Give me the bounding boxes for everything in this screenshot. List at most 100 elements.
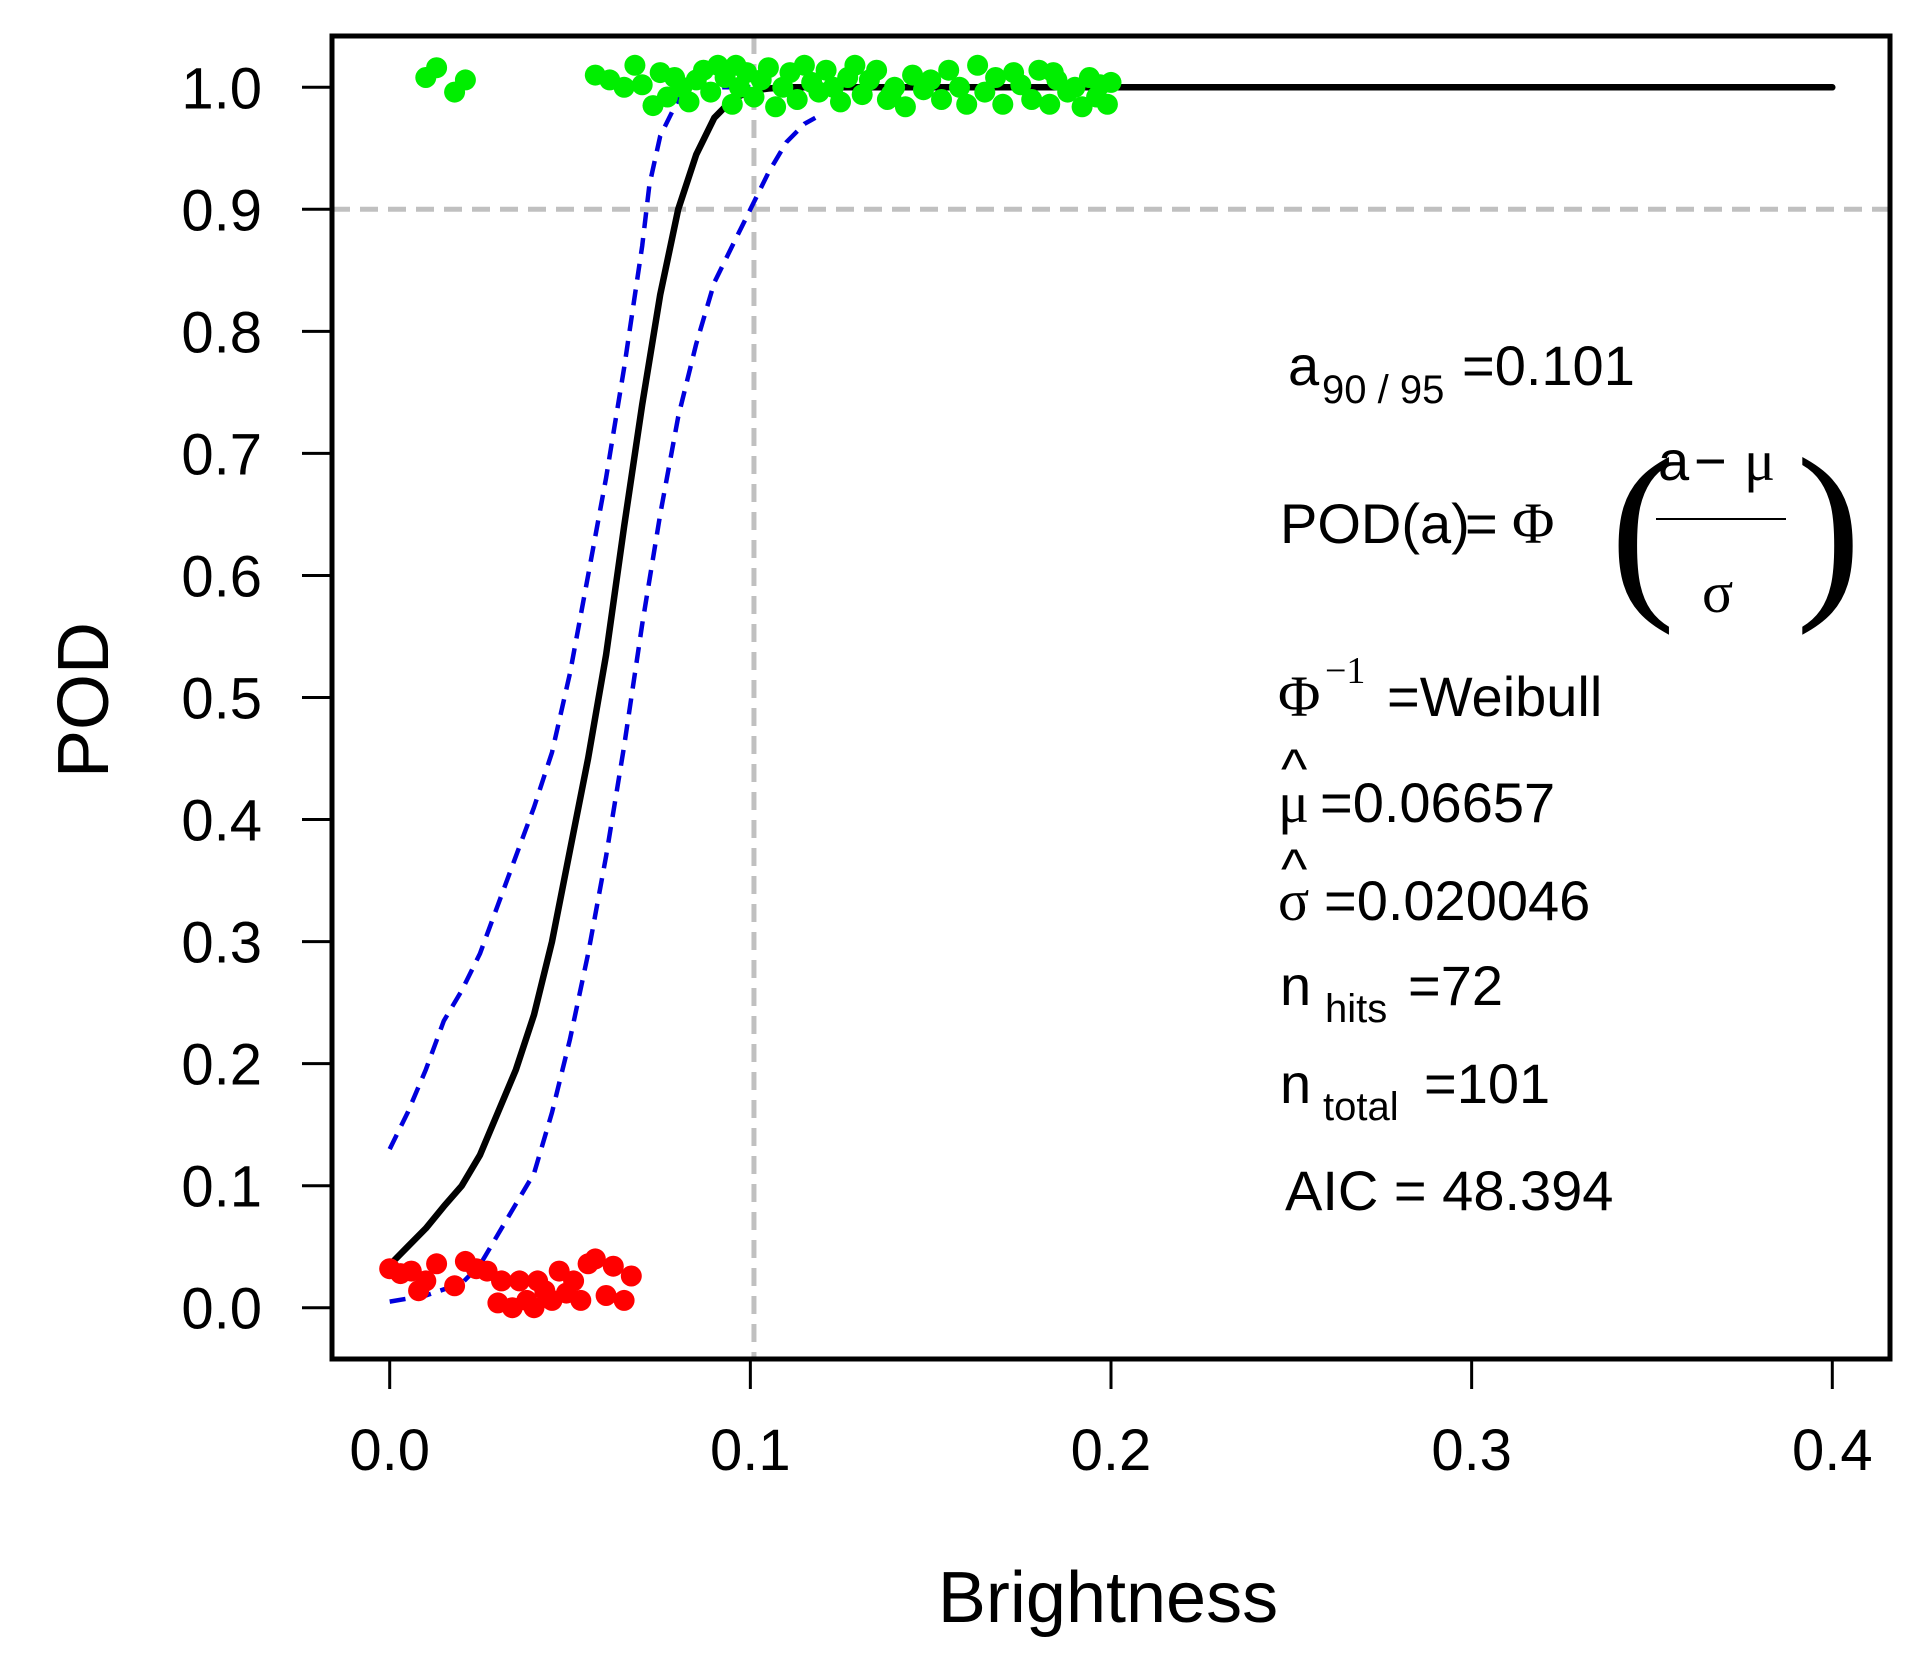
hits-point xyxy=(725,54,747,76)
hits-point xyxy=(949,76,970,98)
numerator-minus: − xyxy=(1694,429,1727,492)
annotation-block: a 90 / 95 =0.101 POD(a) = Φ ( a − μ σ ) … xyxy=(1278,334,1861,1222)
reference-lines xyxy=(332,36,1890,1359)
y-tick-label: 0.4 xyxy=(181,789,262,854)
right-paren: ) xyxy=(1796,419,1861,636)
misses-point xyxy=(415,1270,437,1292)
y-tick-label: 0.5 xyxy=(181,667,262,732)
lower-confidence-bound-series xyxy=(389,115,817,1304)
link-value: =Weibull xyxy=(1387,665,1602,728)
misses-series xyxy=(379,1248,642,1319)
hits-point xyxy=(938,59,960,81)
a90-95-value: =0.101 xyxy=(1462,334,1635,397)
hits-point xyxy=(631,74,653,96)
hits-point xyxy=(931,89,952,110)
y-tick-label: 0.3 xyxy=(181,911,262,976)
sigma-hat-caret: ^ xyxy=(1281,837,1307,900)
hits-point xyxy=(700,81,722,103)
y-tick-label: 0.8 xyxy=(181,300,262,365)
hits-point xyxy=(426,57,448,79)
numerator-a: a xyxy=(1658,429,1690,492)
annotation-link-function: Φ −1 =Weibull xyxy=(1278,650,1602,729)
annotation-mu-hat: ^ μ =0.06657 xyxy=(1278,737,1555,835)
hits-point xyxy=(992,93,1014,115)
hits-point xyxy=(866,59,888,81)
x-tick-label: 0.2 xyxy=(1071,1418,1152,1483)
left-paren: ( xyxy=(1610,419,1675,636)
a90-95-subscript: 90 / 95 xyxy=(1322,368,1444,412)
annotation-aic: AIC = 48.394 xyxy=(1285,1159,1613,1222)
annotation-sigma-hat: ^ σ =0.020046 xyxy=(1278,837,1590,933)
hits-point xyxy=(985,67,1007,88)
misses-point xyxy=(491,1270,512,1292)
hits-series xyxy=(415,54,1122,118)
sigma-hat-value: =0.020046 xyxy=(1324,869,1590,932)
x-axis: 0.0 0.1 0.2 0.3 0.4 xyxy=(349,1359,1873,1483)
n-hits-subscript: hits xyxy=(1325,987,1387,1031)
hits-point xyxy=(902,64,924,86)
n-total-value: =101 xyxy=(1424,1052,1550,1115)
hits-point xyxy=(1100,71,1122,93)
phi-symbol: Φ xyxy=(1512,491,1554,556)
hits-point xyxy=(1042,62,1064,84)
hits-point xyxy=(454,69,476,91)
hits-point xyxy=(880,84,902,106)
y-tick-label: 0.2 xyxy=(181,1033,262,1098)
hits-point xyxy=(786,89,808,110)
y-tick-label: 1.0 xyxy=(181,56,262,121)
n-total-subscript: total xyxy=(1323,1085,1399,1129)
misses-point xyxy=(584,1248,606,1270)
misses-point xyxy=(613,1289,635,1311)
link-superscript: −1 xyxy=(1325,650,1365,692)
y-axis: 0.0 0.1 0.2 0.3 0.4 0.5 0.6 0.7 0.8 0.9 1.0 xyxy=(181,56,332,1342)
y-tick-label: 0.9 xyxy=(181,178,262,243)
mu-hat-value: =0.06657 xyxy=(1320,771,1555,834)
x-tick-label: 0.0 xyxy=(349,1418,430,1483)
x-axis-title: Brightness xyxy=(938,1558,1278,1638)
x-tick-label: 0.1 xyxy=(710,1418,791,1483)
hits-point xyxy=(678,91,700,113)
hits-point xyxy=(721,93,743,115)
annotation-a90-95: a 90 / 95 =0.101 xyxy=(1288,334,1635,412)
annotation-pod-formula: POD(a) = Φ ( a − μ σ ) xyxy=(1280,419,1861,636)
hits-point xyxy=(830,91,851,113)
misses-point xyxy=(602,1255,624,1277)
y-tick-label: 0.6 xyxy=(181,544,262,609)
a90-95-symbol: a xyxy=(1288,334,1320,397)
mu-hat-symbol: μ xyxy=(1278,770,1309,835)
hits-point xyxy=(613,76,635,98)
annotation-n-total: n total =101 xyxy=(1280,1052,1550,1129)
hits-point xyxy=(1021,89,1043,110)
n-hits-value: =72 xyxy=(1408,954,1503,1017)
hits-point xyxy=(793,54,815,76)
pod-equals: = xyxy=(1465,492,1498,555)
misses-point xyxy=(444,1275,466,1297)
hits-point xyxy=(894,96,916,118)
pod-lhs: POD(a) xyxy=(1280,492,1470,555)
hits-point xyxy=(743,86,765,108)
denominator-sigma: σ xyxy=(1702,560,1733,625)
n-total-symbol: n xyxy=(1280,1052,1311,1115)
x-tick-label: 0.4 xyxy=(1792,1418,1873,1483)
hits-point xyxy=(974,81,996,103)
hits-point xyxy=(624,54,646,76)
hits-point xyxy=(967,54,989,76)
n-hits-symbol: n xyxy=(1280,954,1311,1017)
misses-point xyxy=(563,1270,585,1292)
hits-point xyxy=(757,57,779,79)
hits-point xyxy=(920,69,942,91)
y-tick-label: 0.7 xyxy=(181,422,262,487)
link-phi: Φ xyxy=(1278,664,1320,729)
mu-hat-caret: ^ xyxy=(1281,737,1307,800)
x-tick-label: 0.3 xyxy=(1431,1418,1512,1483)
hits-point xyxy=(844,54,866,76)
hits-point xyxy=(1010,74,1032,96)
hits-point xyxy=(815,59,837,81)
misses-point xyxy=(523,1297,545,1319)
misses-point xyxy=(509,1270,530,1292)
annotation-n-hits: n hits =72 xyxy=(1280,954,1503,1031)
y-tick-label: 0.1 xyxy=(181,1155,262,1220)
misses-point xyxy=(570,1289,592,1311)
